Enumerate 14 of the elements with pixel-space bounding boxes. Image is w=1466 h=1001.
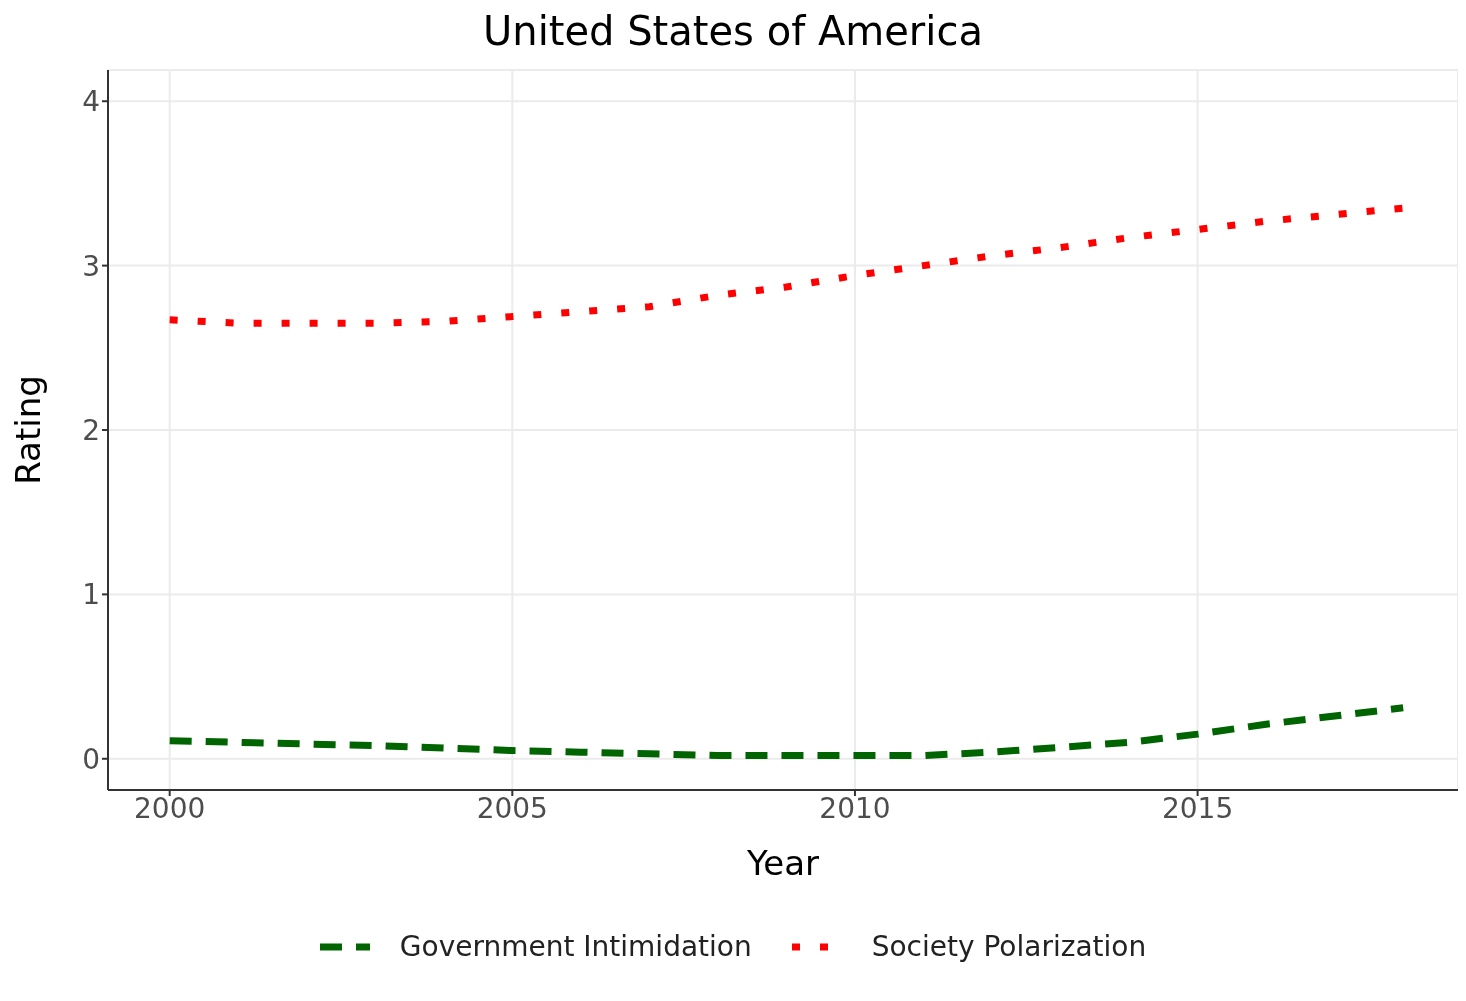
y-tick-label: 3	[82, 249, 100, 283]
x-tick-label: 2015	[1161, 791, 1234, 825]
chart-title: United States of America	[482, 8, 984, 56]
legend-label: Society Polarization	[871, 930, 1147, 963]
x-axis-title: Year	[746, 843, 820, 883]
y-tick-label: 1	[82, 578, 100, 612]
y-axis-title: Rating	[8, 375, 49, 485]
legend-label: Government Intimidation	[399, 930, 752, 963]
y-tick-label: 0	[82, 742, 100, 776]
x-tick-label: 2010	[819, 791, 891, 825]
y-tick-label: 4	[82, 85, 100, 119]
y-tick-label: 2	[82, 413, 100, 447]
x-tick-label: 2005	[476, 791, 548, 825]
x-tick-label: 2000	[134, 791, 206, 825]
